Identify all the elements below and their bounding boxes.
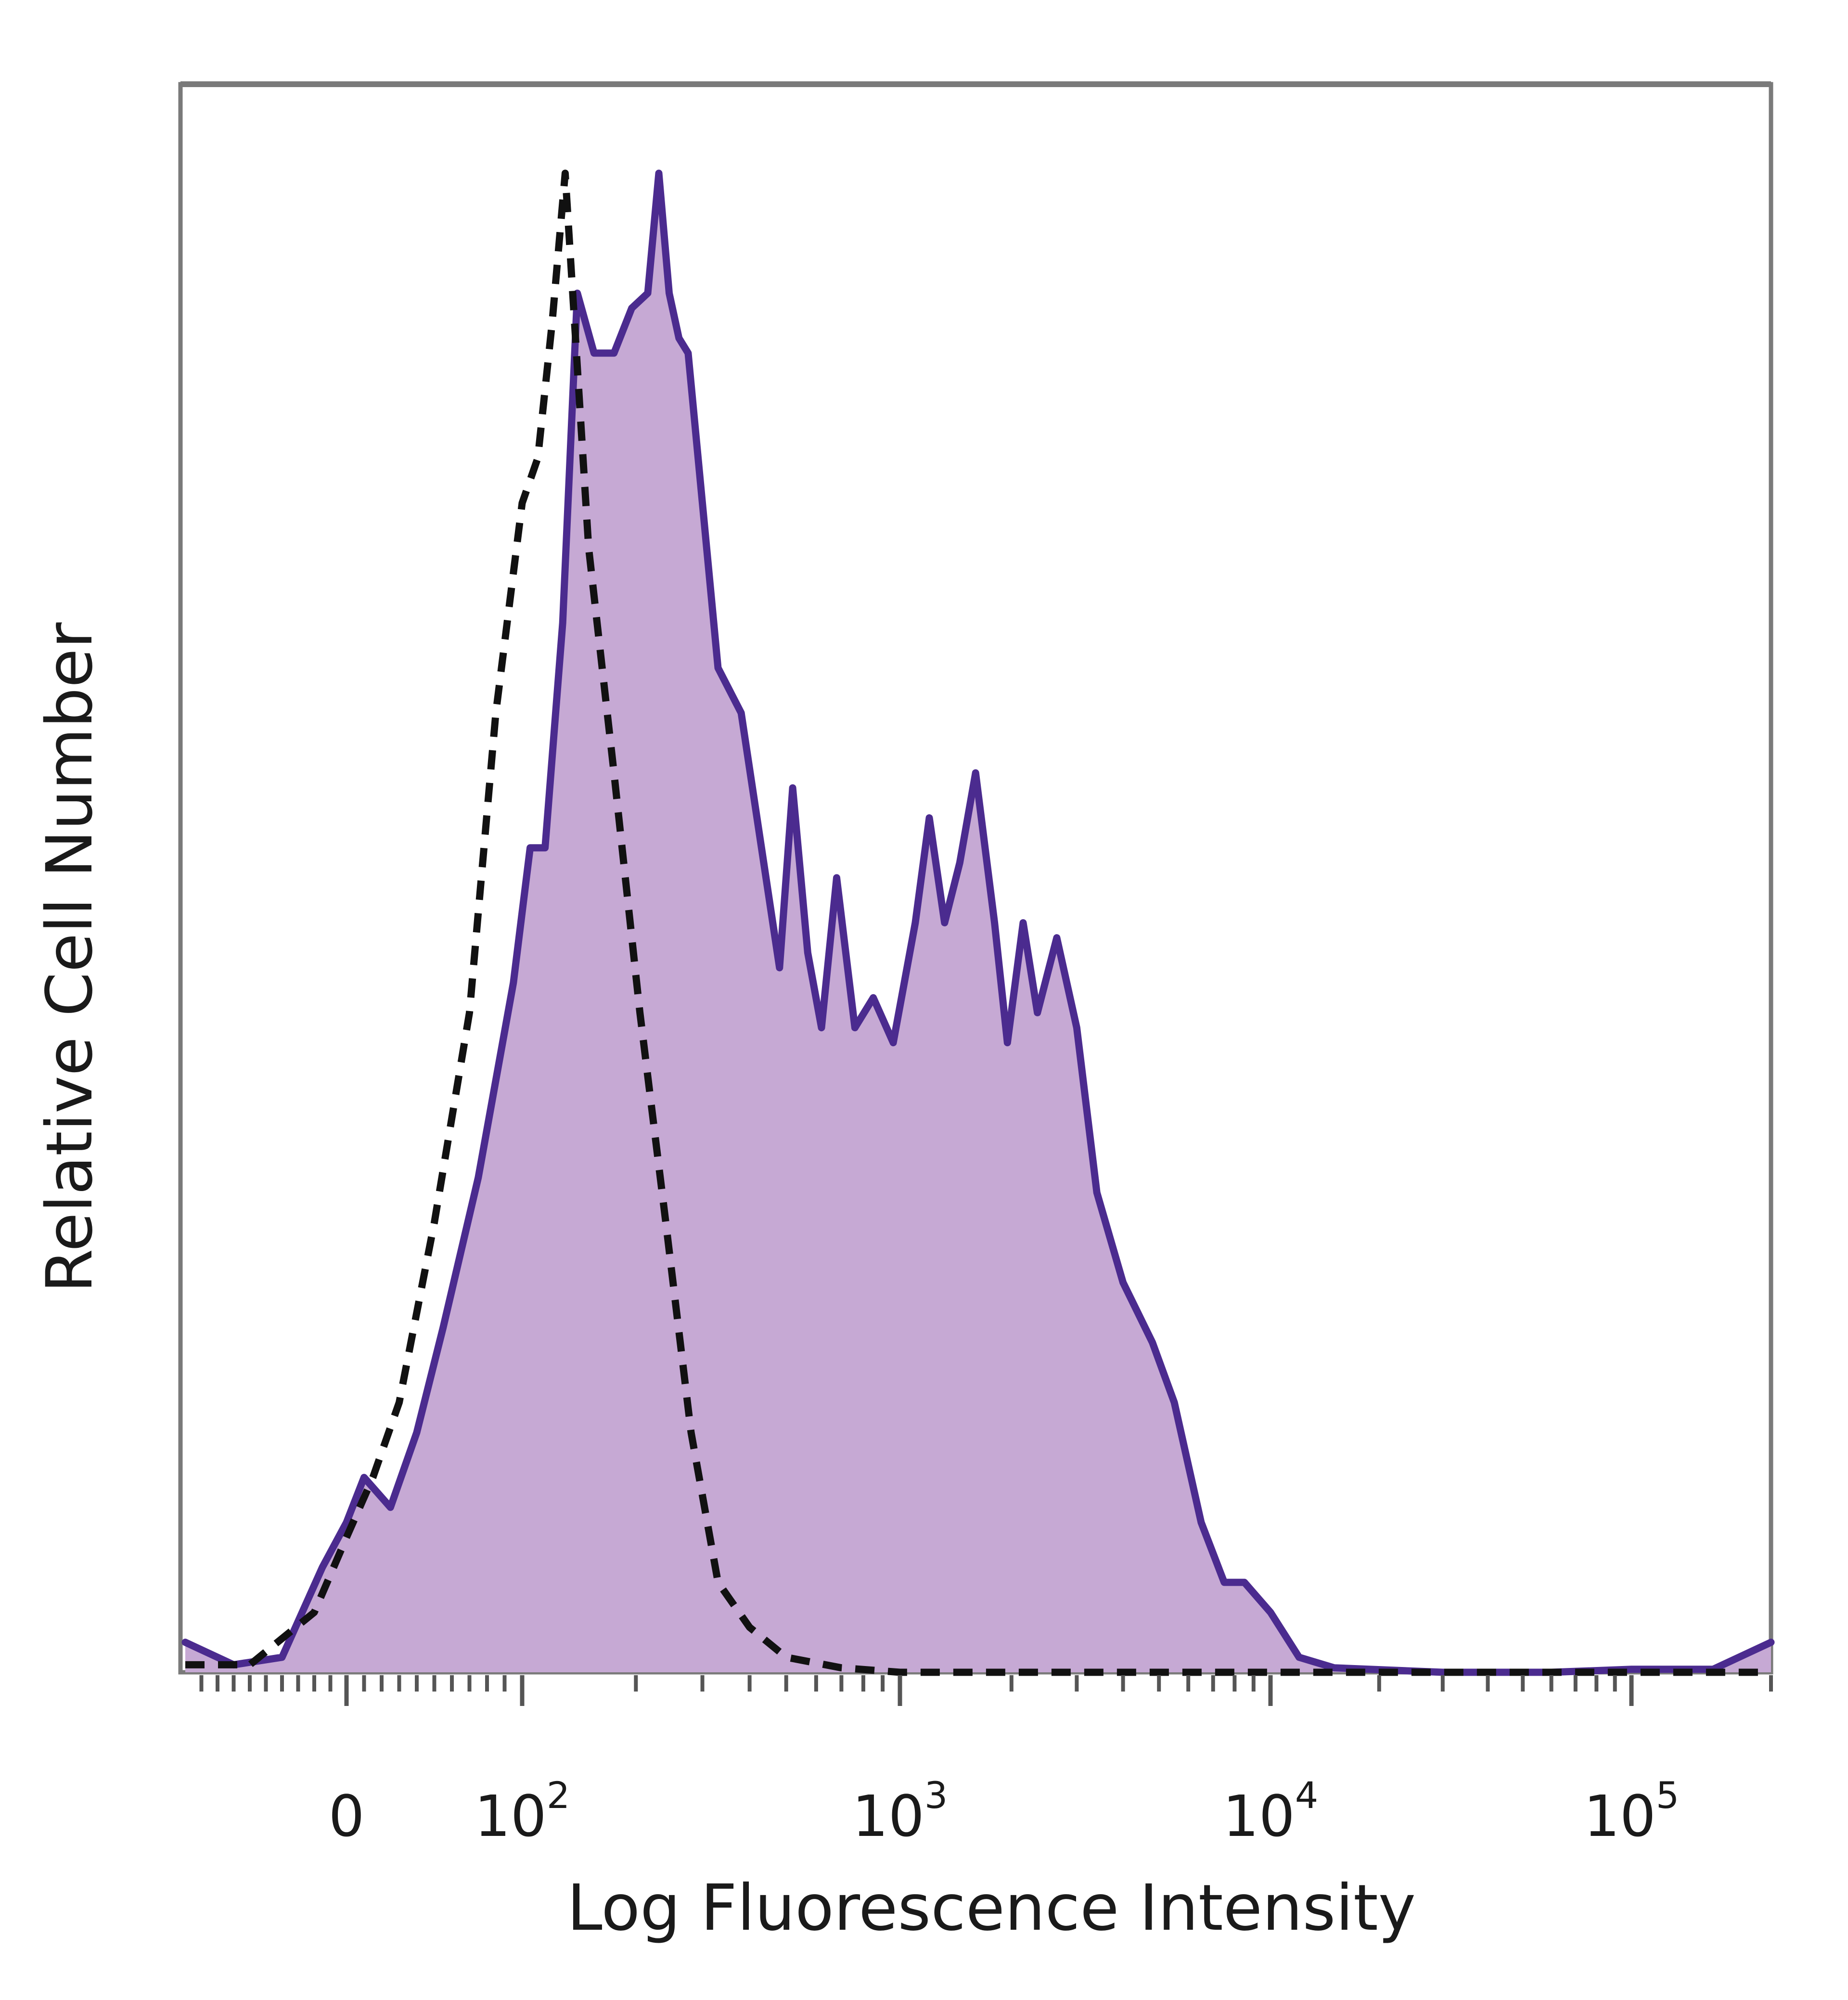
series-1-line xyxy=(185,169,1771,1676)
series-0-line xyxy=(181,169,1775,1676)
x-tick-label: 0 xyxy=(328,1783,364,1849)
x-tick-label: 102 xyxy=(475,1774,570,1849)
x-axis: 0 102 103 104 105 xyxy=(199,1675,1773,1849)
series-0-area xyxy=(185,173,1771,1672)
y-axis-title: Relative Cell Number xyxy=(33,622,107,1293)
x-tick-label: 105 xyxy=(1584,1774,1680,1849)
plot-area xyxy=(178,81,1775,1676)
x-axis-title: Log Fluorescence Intensity xyxy=(567,1871,1416,1945)
x-tick-label: 104 xyxy=(1223,1774,1319,1849)
x-tick-label: 103 xyxy=(852,1774,948,1849)
